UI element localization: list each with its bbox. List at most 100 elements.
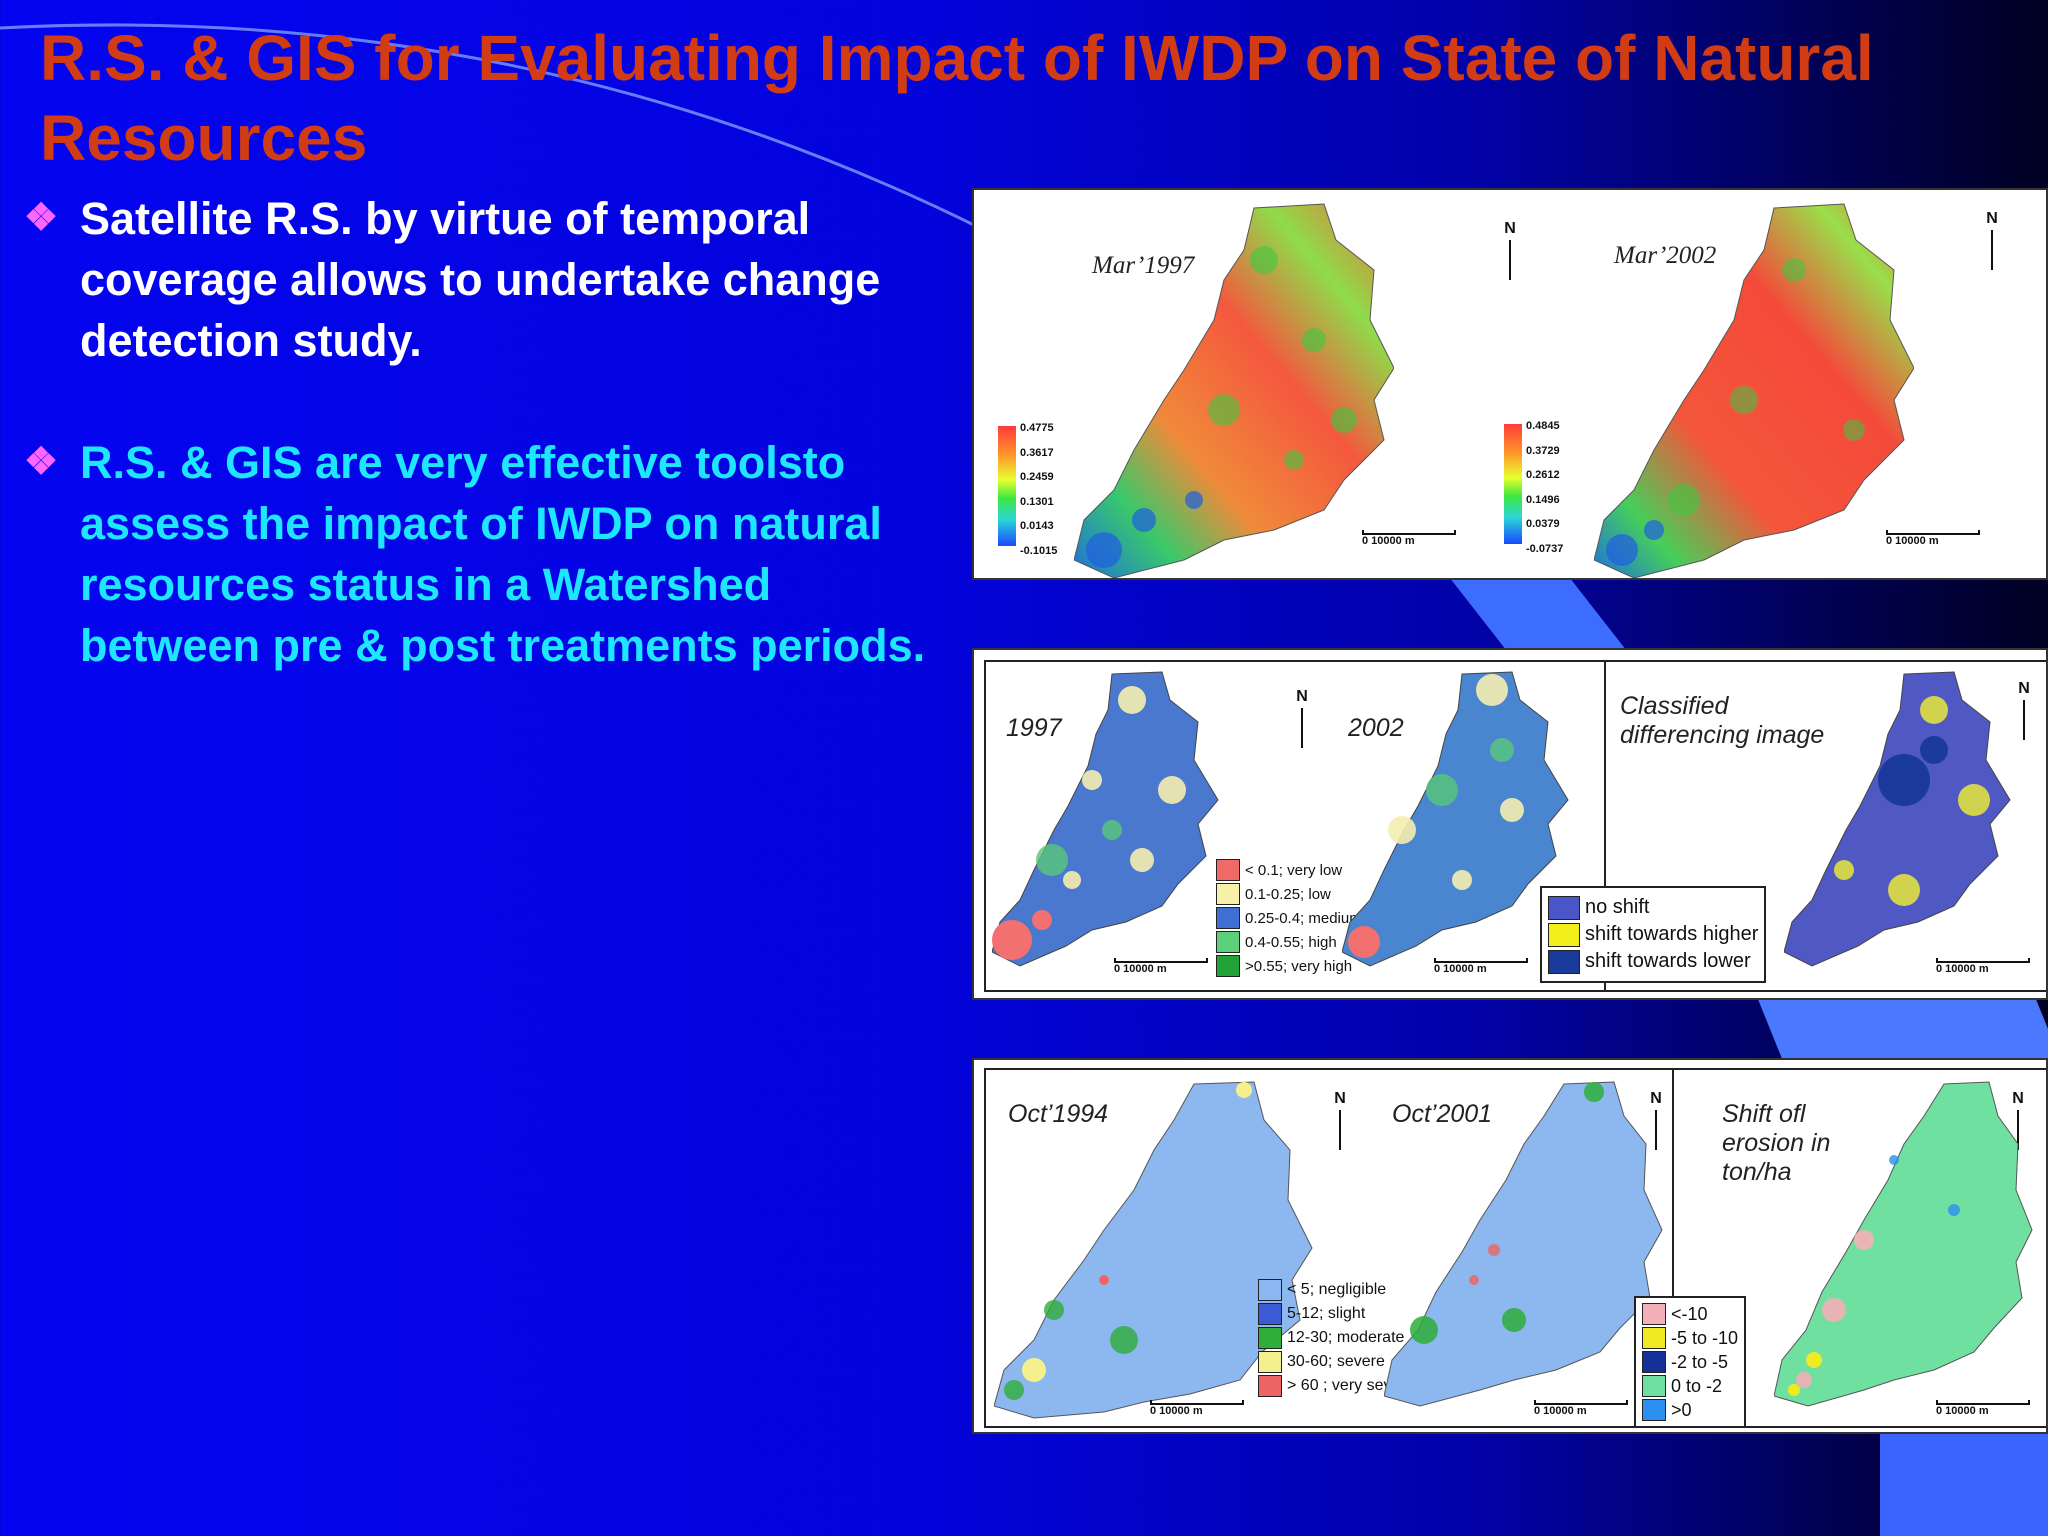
decorative-strip <box>1880 1434 2048 1536</box>
watershed-map-1997 <box>1074 203 1394 578</box>
legend-label: no shift <box>1585 896 1650 918</box>
legend-item: -2 to -5 <box>1642 1350 1738 1374</box>
decorative-strip <box>1451 580 1625 648</box>
north-arrow-icon: N <box>1330 1090 1350 1150</box>
scale-bar: 0 10000 m <box>1936 958 2030 975</box>
legend-item: 30-60; severe <box>1258 1350 1415 1374</box>
legend-item: > 60 ; very severe <box>1258 1374 1415 1398</box>
shift-legend: no shift shift towards higher shift toward… <box>1540 886 1767 983</box>
map-label: Mar’2002 <box>1614 242 1717 269</box>
legend-swatch <box>1258 1375 1282 1397</box>
erosion-shift-legend: <-10 -5 to -10 -2 to -5 0 to -2 >0 <box>1634 1296 1747 1428</box>
ndvi-classified-panel: 1997 N < 0.1; very low 0.1-0.25; low 0.25-… <box>972 648 2048 1000</box>
panel-divider <box>1604 660 1606 990</box>
panel-divider <box>1672 1068 1674 1422</box>
legend-item: < 0.1; very low <box>1216 858 1362 882</box>
erosion-shift-map <box>1774 1081 2033 1407</box>
legend-swatch <box>1216 883 1240 905</box>
north-arrow-icon: N <box>1646 1090 1666 1150</box>
legend-swatch <box>1216 931 1240 953</box>
legend-swatch <box>1642 1327 1666 1349</box>
legend-swatch <box>1258 1351 1282 1373</box>
legend-label: <-10 <box>1671 1303 1708 1324</box>
legend-item: shift towards higher <box>1548 921 1758 948</box>
north-arrow-icon: N <box>1292 688 1312 748</box>
watershed-map-2002 <box>1594 203 1914 578</box>
scale-bar: 0 10000 m <box>1150 1400 1244 1417</box>
legend-item: 0 to -2 <box>1642 1374 1738 1398</box>
erosion-map-1994 <box>994 1081 1313 1419</box>
bullet-item: ❖ Satellite R.S. by virtue of temporal c… <box>24 188 954 371</box>
legend-item: 0.4-0.55; high <box>1216 930 1362 954</box>
legend-swatch <box>1258 1279 1282 1301</box>
map-label: Oct’2001 <box>1392 1100 1493 1128</box>
legend-item: shift towards lower <box>1548 948 1758 975</box>
legend-label: 0 to -2 <box>1671 1375 1723 1396</box>
legend-item: 5-12; slight <box>1258 1302 1415 1326</box>
ramp-values: 0.4775 0.3617 0.2459 0.1301 0.0143 -0.1015 <box>1020 422 1058 557</box>
legend-item: <-10 <box>1642 1302 1738 1326</box>
ndvi-maps-panel: Mar’1997 N 0.4775 0.3617 0.2459 0.1301 0.01… <box>972 188 2048 580</box>
legend-label: < 5; negligible <box>1287 1281 1387 1298</box>
scale-bar: 0 10000 m <box>1886 530 1980 547</box>
legend-label: 12-30; moderate <box>1287 1329 1405 1346</box>
erosion-map-2001 <box>1384 1081 1663 1407</box>
ndvi-color-ramp <box>998 426 1016 546</box>
legend-item: 0.1-0.25; low <box>1216 882 1362 906</box>
ndvi-class-legend: < 0.1; very low 0.1-0.25; low 0.25-0.4; me… <box>1216 858 1362 978</box>
map-label: Mar’1997 <box>1092 252 1195 279</box>
scale-bar: 0 10000 m <box>1936 1400 2030 1417</box>
north-arrow-icon: N <box>1982 210 2002 270</box>
legend-swatch <box>1548 949 1580 974</box>
legend-swatch <box>1258 1327 1282 1349</box>
scale-bar: 0 10000 m <box>1362 530 1456 547</box>
map-frame <box>984 660 2046 992</box>
legend-swatch <box>1642 1375 1666 1397</box>
map-label: 1997 <box>1006 714 1062 742</box>
ndvi-class-map-2002 <box>1342 671 1569 967</box>
north-arrow-icon: N <box>1500 220 1520 280</box>
ndvi-class-map-1997 <box>992 671 1219 967</box>
legend-swatch <box>1548 922 1580 947</box>
legend-swatch <box>1642 1399 1666 1421</box>
legend-item: 12-30; moderate <box>1258 1326 1415 1350</box>
legend-label: -5 to -10 <box>1671 1327 1739 1348</box>
page-title: R.S. & GIS for Evaluating Impact of IWDP… <box>40 22 1874 174</box>
legend-label: 0.25-0.4; medium <box>1245 909 1362 927</box>
legend-swatch <box>1216 955 1240 977</box>
legend-item: >0.55; very high <box>1216 954 1362 978</box>
legend-item: < 5; negligible <box>1258 1278 1415 1302</box>
scale-bar: 0 10000 m <box>1434 958 1528 975</box>
legend-swatch <box>1258 1303 1282 1325</box>
north-arrow-icon: N <box>2014 680 2034 740</box>
bullet-item: ❖ R.S. & GIS are very effective toolsto … <box>24 432 954 676</box>
scale-bar: 0 10000 m <box>1114 958 1208 975</box>
map-frame <box>984 1068 2046 1428</box>
legend-label: 0.4-0.55; high <box>1245 933 1337 951</box>
legend-label: > 60 ; very severe <box>1287 1377 1415 1394</box>
diamond-bullet-icon: ❖ <box>24 441 59 483</box>
bullet-text: R.S. & GIS are very effective toolsto as… <box>80 437 926 671</box>
map-label: Oct’1994 <box>1008 1100 1109 1128</box>
legend-label: 5-12; slight <box>1287 1305 1366 1322</box>
scale-bar: 0 10000 m <box>1534 1400 1628 1417</box>
map-label: 2002 <box>1348 714 1404 742</box>
legend-label: -2 to -5 <box>1671 1351 1729 1372</box>
legend-item: 0.25-0.4; medium <box>1216 906 1362 930</box>
ndvi-color-ramp <box>1504 424 1522 544</box>
ramp-values: 0.4845 0.3729 0.2612 0.1496 0.0379 -0.0737 <box>1526 420 1564 555</box>
legend-swatch <box>1548 895 1580 920</box>
map-label: Shift ofl erosion in ton/ha <box>1722 1100 1831 1186</box>
differencing-map <box>1784 671 2011 967</box>
legend-swatch <box>1642 1351 1666 1373</box>
legend-swatch <box>1216 907 1240 929</box>
legend-label: shift towards higher <box>1585 923 1759 945</box>
north-arrow-icon: N <box>2008 1090 2028 1150</box>
decorative-strip <box>1758 1000 2048 1058</box>
diamond-bullet-icon: ❖ <box>24 197 59 239</box>
legend-swatch <box>1216 859 1240 881</box>
legend-label: < 0.1; very low <box>1245 861 1343 879</box>
erosion-class-legend: < 5; negligible 5-12; slight 12-30; modera… <box>1258 1278 1415 1398</box>
legend-item: >0 <box>1642 1398 1738 1422</box>
legend-swatch <box>1642 1303 1666 1325</box>
